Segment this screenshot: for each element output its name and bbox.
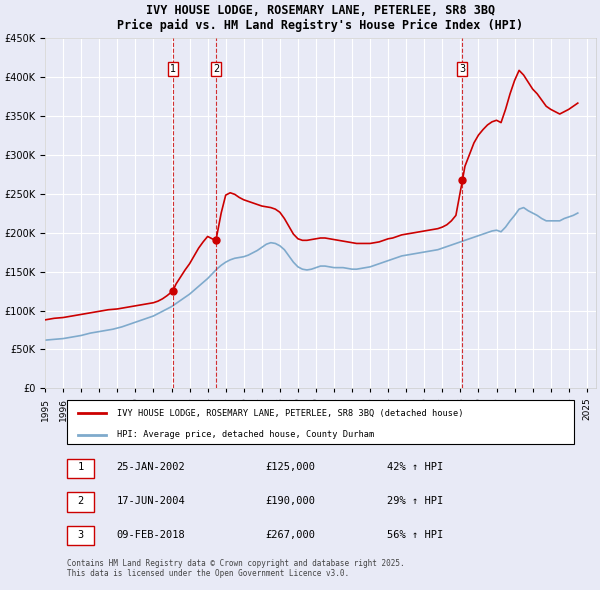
Title: IVY HOUSE LODGE, ROSEMARY LANE, PETERLEE, SR8 3BQ
Price paid vs. HM Land Registr: IVY HOUSE LODGE, ROSEMARY LANE, PETERLEE… bbox=[118, 4, 524, 32]
Text: 56% ↑ HPI: 56% ↑ HPI bbox=[386, 529, 443, 539]
Text: 1: 1 bbox=[170, 64, 176, 74]
Text: 2: 2 bbox=[77, 496, 83, 506]
Text: 42% ↑ HPI: 42% ↑ HPI bbox=[386, 463, 443, 473]
Text: Contains HM Land Registry data © Crown copyright and database right 2025.
This d: Contains HM Land Registry data © Crown c… bbox=[67, 559, 405, 578]
Text: 1: 1 bbox=[77, 463, 83, 473]
Text: 09-FEB-2018: 09-FEB-2018 bbox=[117, 529, 185, 539]
FancyBboxPatch shape bbox=[67, 401, 574, 444]
Text: 29% ↑ HPI: 29% ↑ HPI bbox=[386, 496, 443, 506]
Text: 3: 3 bbox=[460, 64, 466, 74]
FancyBboxPatch shape bbox=[67, 526, 94, 545]
Text: 2: 2 bbox=[213, 64, 219, 74]
Text: £125,000: £125,000 bbox=[265, 463, 316, 473]
Text: 17-JUN-2004: 17-JUN-2004 bbox=[117, 496, 185, 506]
FancyBboxPatch shape bbox=[67, 458, 94, 478]
FancyBboxPatch shape bbox=[67, 492, 94, 512]
Text: HPI: Average price, detached house, County Durham: HPI: Average price, detached house, Coun… bbox=[117, 430, 374, 440]
Text: 3: 3 bbox=[77, 529, 83, 539]
Text: 25-JAN-2002: 25-JAN-2002 bbox=[117, 463, 185, 473]
Text: £190,000: £190,000 bbox=[265, 496, 316, 506]
Text: £267,000: £267,000 bbox=[265, 529, 316, 539]
Text: IVY HOUSE LODGE, ROSEMARY LANE, PETERLEE, SR8 3BQ (detached house): IVY HOUSE LODGE, ROSEMARY LANE, PETERLEE… bbox=[117, 409, 463, 418]
